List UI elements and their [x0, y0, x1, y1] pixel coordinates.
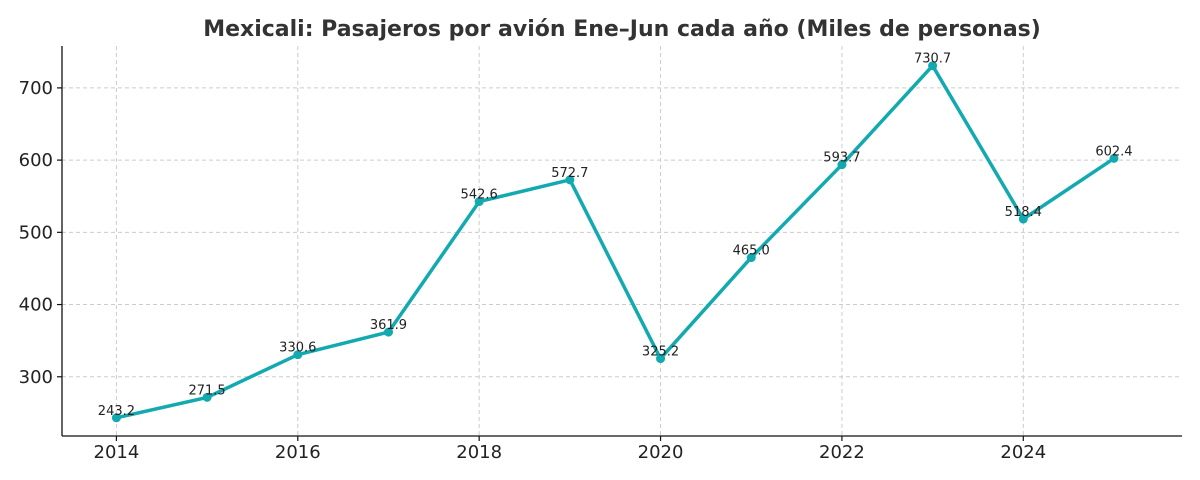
data-label-2018: 542.6: [461, 188, 498, 203]
data-point-2015: [202, 392, 212, 402]
y-tick-label: 700: [19, 78, 53, 99]
data-label-2015: 271.5: [188, 383, 225, 398]
chart-title: Mexicali: Pasajeros por avión Ene–Jun ca…: [203, 17, 1041, 42]
data-label-2016: 330.6: [279, 341, 316, 356]
data-point-2021: [746, 253, 756, 263]
data-label-2025: 602.4: [1095, 144, 1132, 159]
y-tick-label: 600: [19, 150, 53, 171]
x-tick-label: 2020: [638, 442, 684, 463]
data-point-2023: [928, 61, 938, 71]
x-tick-label: 2022: [819, 442, 865, 463]
x-tick-label: 2014: [94, 442, 140, 463]
axes: 2014 2016 2018 2020 2022 2024 300 400 500 600 700: [19, 46, 1182, 463]
data-label-2014: 243.2: [98, 404, 135, 419]
x-tick-label: 2018: [456, 442, 502, 463]
data-point-2025: [1109, 153, 1119, 163]
y-tick-label: 300: [19, 367, 53, 388]
grid: [62, 46, 1182, 436]
data-label-2021: 465.0: [733, 244, 770, 259]
data-label-2017: 361.9: [370, 318, 407, 333]
data-label-2023: 730.7: [914, 52, 951, 67]
data-point-2019: [565, 175, 575, 185]
data-point-2016: [293, 350, 303, 360]
data-point-2017: [383, 327, 393, 337]
series-line: [114, 63, 1116, 420]
data-point-2022: [837, 160, 847, 170]
data-point-2014: [111, 413, 121, 423]
data-label-2019: 572.7: [551, 166, 588, 181]
x-tick-label: 2024: [1000, 442, 1046, 463]
y-tick-label: 500: [19, 222, 53, 243]
data-labels: 243.2 271.5 330.6 361.9 542.6 572.7 325.2 465.0…: [98, 52, 1133, 419]
x-tick-label: 2016: [275, 442, 321, 463]
data-point-2020: [656, 354, 666, 364]
data-label-2024: 518.4: [1005, 205, 1042, 220]
data-point-2018: [474, 197, 484, 207]
data-point-2024: [1018, 214, 1028, 224]
series: [111, 61, 1119, 423]
data-label-2020: 325.2: [642, 345, 679, 360]
y-tick-label: 400: [19, 295, 53, 316]
data-label-2022: 593.7: [823, 151, 860, 166]
